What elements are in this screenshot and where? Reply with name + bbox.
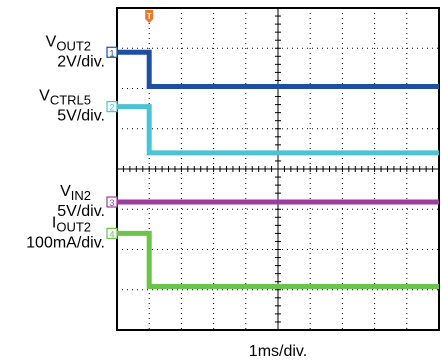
channel-number: 2: [109, 103, 114, 113]
trigger-marker: T: [145, 10, 154, 23]
channel-name: IOUT2: [52, 214, 91, 234]
channel-number: 4: [109, 229, 114, 239]
channel-name-sub: OUT2: [56, 38, 91, 53]
channel-scale: 100mA/div.: [26, 234, 105, 251]
channel-scale: 5V/div.: [57, 203, 105, 220]
trace-ch1: [117, 49, 439, 89]
trigger-letter: T: [147, 12, 152, 21]
grid: [117, 8, 439, 330]
channel-number: 3: [109, 198, 114, 208]
channel-labels: VOUT22V/div.VCTRL55V/div.VIN25V/div.IOUT…: [26, 33, 105, 251]
channel-name: VIN2: [60, 183, 91, 203]
channel-marker-4: 4: [106, 227, 118, 239]
trace-ch4: [117, 230, 439, 290]
channel-name-sub: CTRL5: [50, 93, 91, 108]
channel-scale: 5V/div.: [57, 108, 105, 125]
trace-ch2: [117, 104, 439, 156]
channel-scale: 2V/div.: [57, 53, 105, 70]
x-scale-label: 1ms/div.: [249, 343, 307, 360]
channel-number: 1: [109, 48, 114, 58]
channel-name: VOUT2: [46, 33, 91, 53]
channel-marker-2: 2: [106, 101, 118, 113]
traces: [117, 49, 439, 290]
trigger-icon: T: [145, 10, 154, 23]
channel-name-sub: IN2: [71, 188, 91, 203]
channel-marker-3: 3: [106, 196, 118, 208]
channel-markers: 1 2 3 4: [106, 46, 118, 239]
channel-name: VCTRL5: [39, 88, 91, 108]
channel-name-sub: OUT2: [56, 219, 91, 234]
channel-marker-1: 1: [106, 46, 118, 58]
